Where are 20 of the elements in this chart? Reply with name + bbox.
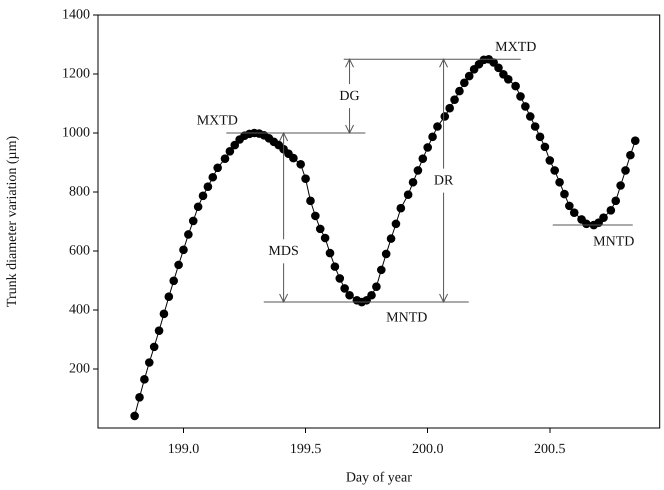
ref-line-label: MNTD [386,310,428,326]
y-tick-label: 1200 [62,66,90,82]
annotation: DG [339,88,360,104]
y-tick-label: 800 [69,184,90,200]
y-tick-label: 400 [69,302,90,318]
annotation: MDS [268,244,299,259]
y-tick-label: 600 [69,244,90,259]
x-axis-title: Day of year [346,470,412,486]
x-tick-label: 199.0 [168,442,200,458]
y-tick-label: 1400 [62,8,90,23]
x-tick-label: 200.5 [534,442,566,458]
x-tick-label: 199.5 [290,442,322,458]
ref-line-label: MNTD [593,234,634,250]
y-tick-label: 1000 [62,126,90,141]
y-tick-label: 200 [69,362,90,377]
x-tick-label: 200.0 [412,442,444,458]
y-axis-title: Trunk diameter variation (µm) [5,136,20,308]
ref-line-label: MXTD [196,114,238,129]
annotation: DR [434,173,454,188]
ref-line-label: MXTD [495,40,536,55]
